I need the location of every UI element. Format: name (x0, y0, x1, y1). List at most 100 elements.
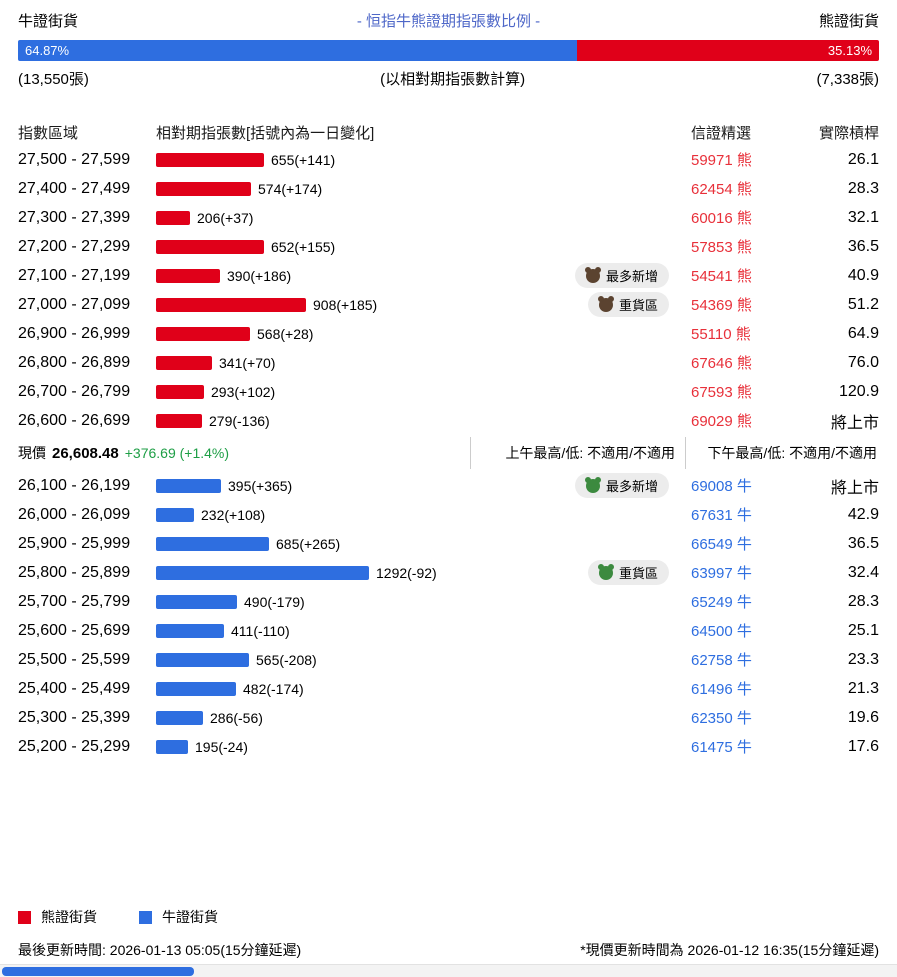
actual-leverage-value: 將上市 (830, 479, 879, 497)
contracts-value: 490(-179) (244, 593, 305, 610)
featured-warrant-code[interactable]: 62350 牛 (691, 710, 752, 727)
table-row: 26,000 - 26,099 232(+108) 67631 牛 42.9 (18, 500, 879, 529)
featured-warrant-code[interactable]: 62758 牛 (691, 652, 752, 669)
index-range: 26,800 - 26,899 (18, 353, 131, 371)
contracts-bar (156, 268, 220, 283)
index-range: 25,900 - 25,999 (18, 534, 131, 552)
index-range: 25,700 - 25,799 (18, 592, 131, 610)
featured-warrant-code[interactable]: 67646 熊 (691, 355, 752, 372)
featured-warrant-code[interactable]: 55110 熊 (691, 326, 751, 343)
contracts-cell: 482(-174) (156, 681, 691, 697)
contracts-bar (156, 210, 190, 225)
col-header-leverage: 實際槓桿 (818, 124, 879, 142)
pm-high-low: 下午最高/低: 不適用/不適用 (707, 445, 877, 461)
featured-warrant-code[interactable]: 54541 熊 (691, 268, 752, 285)
index-range: 27,400 - 27,499 (18, 179, 131, 197)
table-row: 27,000 - 27,099 908(+185) 重貨區 54369 熊 51… (18, 290, 879, 319)
featured-warrant-code[interactable]: 69008 牛 (691, 478, 752, 495)
contracts-bar (156, 681, 236, 696)
bull-ratio-segment: 64.87% (18, 40, 577, 61)
index-range: 25,200 - 25,299 (18, 737, 131, 755)
contracts-value: 390(+186) (227, 267, 292, 284)
col-header-contracts: 相對期指張數[括號內為一日變化] (156, 124, 375, 142)
actual-leverage-value: 23.3 (847, 650, 879, 668)
table-row: 26,800 - 26,899 341(+70) 67646 熊 76.0 (18, 348, 879, 377)
table-row: 25,500 - 25,599 565(-208) 62758 牛 23.3 (18, 645, 879, 674)
featured-warrant-code[interactable]: 65249 牛 (691, 594, 752, 611)
contracts-cell: 341(+70) (156, 355, 691, 371)
last-update-time: 最後更新時間: 2026-01-13 05:05(15分鐘延遲) (18, 942, 302, 958)
contracts-bar (156, 478, 221, 493)
table-row: 26,700 - 26,799 293(+102) 67593 熊 120.9 (18, 377, 879, 406)
horizontal-scrollbar-thumb[interactable] (2, 967, 194, 976)
contracts-value: 685(+265) (276, 535, 341, 552)
most-added-badge: 最多新增 (574, 263, 669, 288)
featured-warrant-code[interactable]: 66549 牛 (691, 536, 752, 553)
table-row: 27,400 - 27,499 574(+174) 62454 熊 28.3 (18, 174, 879, 203)
am-high-low-cell: 上午最高/低: 不適用/不適用 (470, 437, 686, 469)
featured-warrant-code[interactable]: 62454 熊 (691, 181, 752, 198)
horizontal-scrollbar[interactable] (0, 964, 897, 977)
actual-leverage-value: 51.2 (847, 295, 879, 313)
featured-warrant-code[interactable]: 67631 牛 (691, 507, 752, 524)
contracts-value: 652(+155) (271, 238, 336, 255)
current-price-value: 26,608.48 (52, 444, 119, 462)
totals-row: (13,550張) (以相對期指張數計算) (7,338張) (18, 68, 879, 89)
bear-icon (597, 295, 614, 312)
contracts-value: 482(-174) (243, 680, 304, 697)
table-row: 27,200 - 27,299 652(+155) 57853 熊 36.5 (18, 232, 879, 261)
contracts-bar (156, 623, 224, 638)
index-range: 26,600 - 26,699 (18, 411, 131, 429)
contracts-cell: 574(+174) (156, 181, 691, 197)
legend: 熊證街貨 牛證街貨 (18, 907, 879, 927)
featured-warrant-code[interactable]: 61496 牛 (691, 681, 752, 698)
contracts-value: 568(+28) (257, 325, 314, 342)
contracts-value: 341(+70) (219, 354, 276, 371)
badge-label: 最多新增 (605, 269, 658, 284)
contracts-bar (156, 652, 249, 667)
table-row: 25,400 - 25,499 482(-174) 61496 牛 21.3 (18, 674, 879, 703)
contracts-bar (156, 594, 237, 609)
bull-side-label: 牛證街貨 (18, 13, 79, 30)
index-range: 25,400 - 25,499 (18, 679, 131, 697)
contracts-bar (156, 710, 203, 725)
featured-warrant-code[interactable]: 67593 熊 (691, 384, 752, 401)
current-price-row: 現價 26,608.48 +376.69 (+1.4%) 上午最高/低: 不適用… (18, 437, 879, 469)
featured-warrant-code[interactable]: 60016 熊 (691, 210, 752, 227)
contracts-bar (156, 739, 188, 754)
actual-leverage-value: 17.6 (847, 737, 879, 755)
index-range: 26,000 - 26,099 (18, 505, 131, 523)
contracts-bar (156, 297, 306, 312)
contracts-cell: 390(+186) 最多新增 (156, 263, 691, 288)
price-update-time: *現價更新時間為 2026-01-12 16:35(15分鐘延遲) (580, 942, 879, 958)
contracts-cell: 195(-24) (156, 739, 691, 755)
contracts-bar (156, 152, 264, 167)
featured-warrant-code[interactable]: 54369 熊 (691, 297, 752, 314)
contracts-cell: 206(+37) (156, 210, 691, 226)
index-range: 26,100 - 26,199 (18, 476, 131, 494)
bear-legend-swatch (18, 910, 31, 924)
featured-warrant-code[interactable]: 61475 牛 (691, 739, 752, 756)
table-row: 25,300 - 25,399 286(-56) 62350 牛 19.6 (18, 703, 879, 732)
contracts-cell: 232(+108) (156, 507, 691, 523)
index-range: 25,500 - 25,599 (18, 650, 131, 668)
table-row: 25,900 - 25,999 685(+265) 66549 牛 36.5 (18, 529, 879, 558)
contracts-bar (156, 355, 212, 370)
col-header-index-range: 指數區域 (18, 124, 79, 142)
bull-rows-section: 26,100 - 26,199 395(+365) 最多新增 69008 牛 將… (18, 471, 879, 761)
contracts-value: 286(-56) (210, 709, 263, 726)
featured-warrant-code[interactable]: 63997 牛 (691, 565, 752, 582)
table-row: 25,200 - 25,299 195(-24) 61475 牛 17.6 (18, 732, 879, 761)
featured-warrant-code[interactable]: 64500 牛 (691, 623, 752, 640)
badge-label: 重貨區 (618, 298, 658, 313)
bear-side-label: 熊證街貨 (818, 13, 879, 30)
contracts-bar (156, 384, 204, 399)
featured-warrant-code[interactable]: 57853 熊 (691, 239, 752, 256)
contracts-bar (156, 507, 194, 522)
most-added-badge: 最多新增 (574, 473, 669, 498)
featured-warrant-code[interactable]: 69029 熊 (691, 413, 752, 430)
table-row: 26,900 - 26,999 568(+28) 55110 熊 64.9 (18, 319, 879, 348)
contracts-bar (156, 413, 202, 428)
featured-warrant-code[interactable]: 59971 熊 (691, 152, 752, 169)
